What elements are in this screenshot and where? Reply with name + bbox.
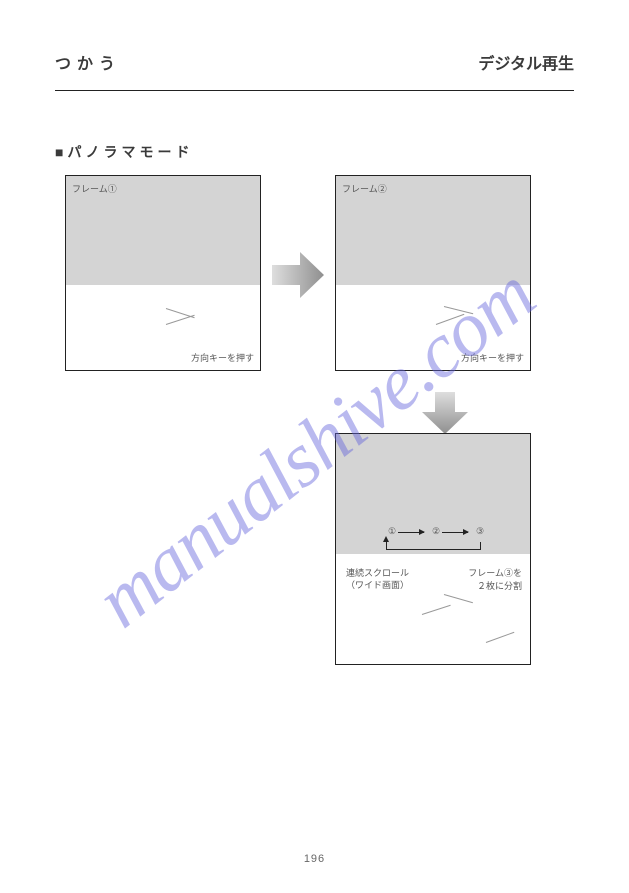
figure-frame-1: フレーム① 方向キーを押す — [65, 175, 261, 371]
header-row: つかう デジタル再生 — [55, 50, 574, 74]
step-arrow-icon — [398, 532, 424, 533]
frame-hint: 方向キーを押す — [191, 351, 254, 364]
mode-title: ■パノラマモード — [55, 142, 574, 162]
figure-frame-3: ① ② ③ 連続スクロール （ワイド画面） フレーム③を ２枚に分割 — [335, 433, 531, 665]
step-arrow-icon — [442, 532, 468, 533]
frame3-note2: （ワイド画面） — [346, 578, 409, 591]
frame-label: フレーム② — [342, 182, 387, 195]
bracket-up-icon — [383, 536, 389, 542]
figure-frame-2: フレーム② 方向キーを押す — [335, 175, 531, 371]
scratch-line — [486, 632, 515, 643]
page-number: 196 — [0, 853, 629, 865]
header-rule — [55, 90, 574, 91]
header-left: つかう — [55, 50, 121, 74]
page: つかう デジタル再生 ■パノラマモード フレーム① 方向キーを押す フレーム② … — [0, 0, 629, 893]
scratch-line — [166, 315, 195, 325]
scratch-line — [422, 605, 451, 615]
scratch-line — [444, 306, 473, 314]
step-mark: ② — [432, 526, 440, 537]
arrow-right-icon — [270, 250, 326, 305]
step-mark: ① — [388, 526, 396, 537]
frame-hint: 方向キーを押す — [461, 351, 524, 364]
frame3-note3: フレーム③を ２枚に分割 — [468, 566, 522, 592]
header-right: デジタル再生 — [478, 50, 574, 74]
bracket-icon — [386, 542, 481, 550]
frame-label: フレーム① — [72, 182, 117, 195]
scratch-line — [436, 314, 465, 325]
scratch-line — [444, 594, 473, 603]
step-mark: ③ — [476, 526, 484, 537]
